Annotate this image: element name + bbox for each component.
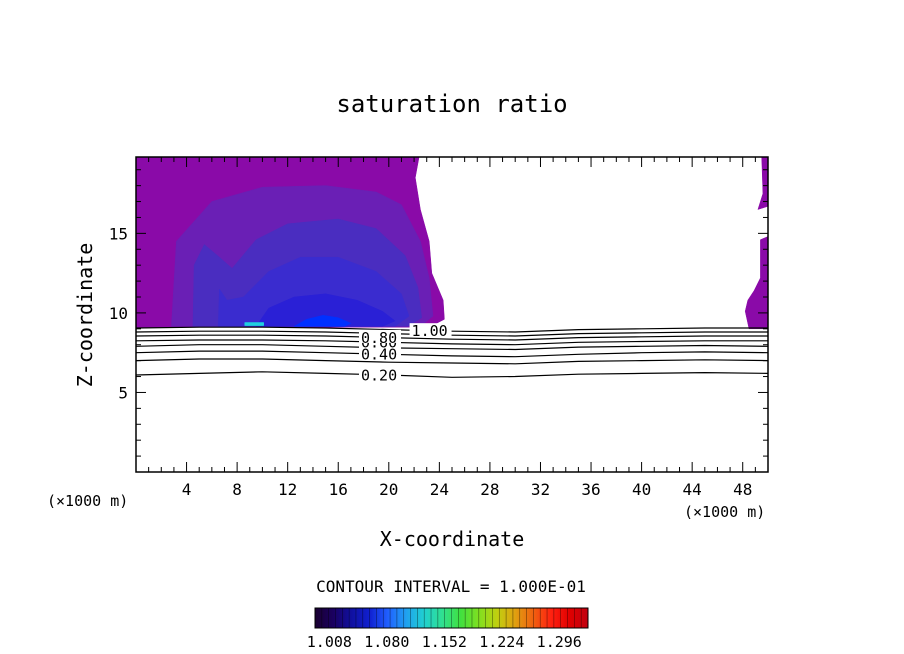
y-axis-label: Z-coordinate [73, 243, 97, 388]
x-tick-label: 44 [683, 480, 702, 499]
contour-label: 0.80 [361, 329, 397, 347]
contour-label: 0.20 [361, 366, 397, 384]
contour-label: 0.40 [361, 346, 397, 364]
x-tick-label: 40 [632, 480, 651, 499]
x-tick-label: 16 [329, 480, 348, 499]
contour-label-bg [358, 346, 401, 360]
filled-region-5 [293, 315, 352, 327]
contour-lines [135, 326, 769, 378]
x-tick-label: 4 [182, 480, 192, 499]
y-unit-label: (×1000 m) [47, 492, 128, 510]
contour-interval-label: CONTOUR INTERVAL = 1.000E-01 [316, 577, 586, 596]
x-tick-label: 12 [278, 480, 297, 499]
filled-region-8 [744, 236, 769, 330]
filled-contour-regions [135, 156, 769, 330]
x-axis-label: X-coordinate [380, 527, 525, 551]
x-tick-label: 24 [430, 480, 449, 499]
x-tick-label: 32 [531, 480, 550, 499]
x-tick-label: 8 [232, 480, 242, 499]
colorbar-tick-label: 1.296 [537, 633, 582, 651]
plot-area: 0.200.400.600.801.00 4812162024283236404… [109, 156, 769, 499]
x-tick-label: 28 [480, 480, 499, 499]
contour-line-0.2 [135, 371, 769, 378]
contour-label-bg [358, 367, 401, 381]
contour-labels: 0.200.400.600.801.00 [358, 322, 452, 384]
contour-line-0.3 [135, 358, 769, 365]
filled-region-6 [244, 322, 264, 326]
y-tick-label: 10 [109, 304, 128, 323]
colorbar-tick-label: 1.152 [422, 633, 467, 651]
colorbar-tick-label: 1.080 [364, 633, 409, 651]
contour-label-bg [409, 323, 452, 337]
x-axis-ticks: 4 8 12 16 20 24 28 32 36 40 44 48 [148, 157, 756, 499]
colorbar-tick-label: 1.008 [307, 633, 352, 651]
colorbar: 1.008 1.080 1.152 1.224 1.296 [307, 607, 589, 651]
y-tick-label: 15 [109, 224, 128, 243]
contour-line-0.8 [135, 334, 768, 341]
contour-label-bg [358, 329, 401, 343]
contour-line-0.9 [135, 330, 768, 337]
chart-title: saturation ratio [336, 90, 567, 118]
y-axis-ticks: 5 10 15 [109, 169, 768, 457]
x-unit-label: (×1000 m) [684, 503, 765, 521]
filled-region-4 [255, 293, 396, 327]
contour-line-0.6 [135, 339, 768, 346]
x-tick-label: 48 [733, 480, 752, 499]
contour-line-0.5 [135, 344, 769, 351]
contour-label: 1.00 [412, 322, 448, 340]
x-tick-label: 20 [379, 480, 398, 499]
y-tick-label: 5 [118, 383, 128, 402]
x-tick-label: 36 [581, 480, 600, 499]
contour-line-1 [135, 326, 768, 333]
colorbar-tick-label: 1.224 [479, 633, 524, 651]
contour-line-0.4 [135, 350, 769, 358]
